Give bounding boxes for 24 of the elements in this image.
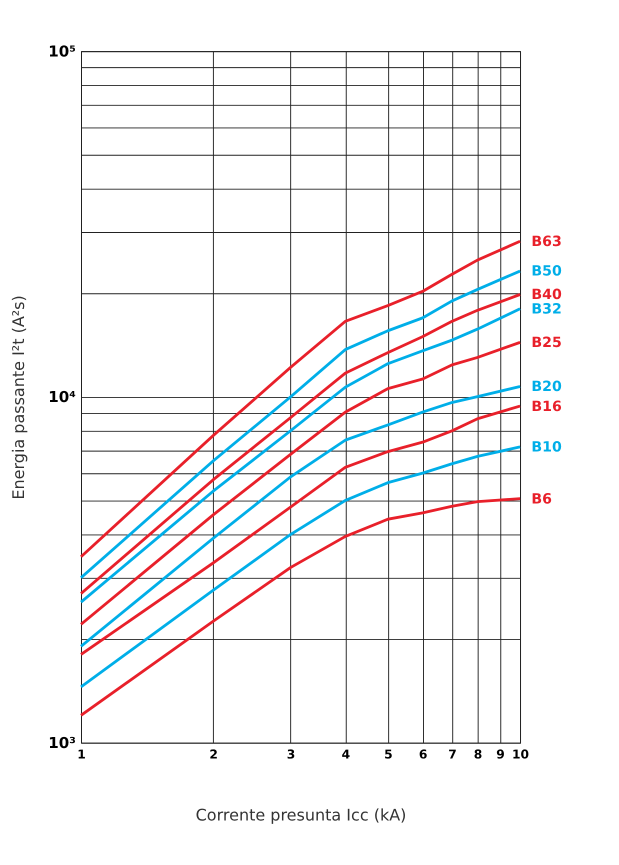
y-axis-title: Energia passante I²t (A²s) bbox=[8, 295, 28, 500]
series-label: B63 bbox=[531, 234, 562, 250]
x-tick-label: 3 bbox=[286, 747, 296, 762]
series-label: B10 bbox=[531, 440, 562, 456]
x-axis-title: Corrente presunta Icc (kA) bbox=[196, 805, 406, 824]
series-label: B16 bbox=[531, 398, 562, 415]
x-tick-label: 10 bbox=[512, 747, 530, 762]
series-label: B50 bbox=[531, 264, 562, 280]
x-tick-label: 9 bbox=[496, 747, 505, 762]
x-tick-label: 5 bbox=[384, 747, 393, 762]
series-label: B6 bbox=[531, 491, 552, 508]
series-label: B20 bbox=[531, 379, 562, 396]
y-tick-label: 10⁵ bbox=[48, 42, 76, 60]
series-label: B32 bbox=[531, 301, 562, 318]
x-tick-label: 2 bbox=[209, 747, 218, 762]
x-tick-label: 4 bbox=[342, 747, 350, 762]
x-tick-label: 7 bbox=[448, 747, 457, 762]
series-label: B25 bbox=[531, 335, 562, 352]
x-tick-label: 1 bbox=[77, 747, 86, 762]
x-tick-label: 6 bbox=[418, 747, 428, 762]
y-tick-label: 10⁴ bbox=[48, 388, 76, 406]
series-label: B40 bbox=[531, 287, 562, 304]
x-tick-label: 8 bbox=[474, 747, 482, 762]
y-tick-label: 10³ bbox=[48, 734, 76, 752]
